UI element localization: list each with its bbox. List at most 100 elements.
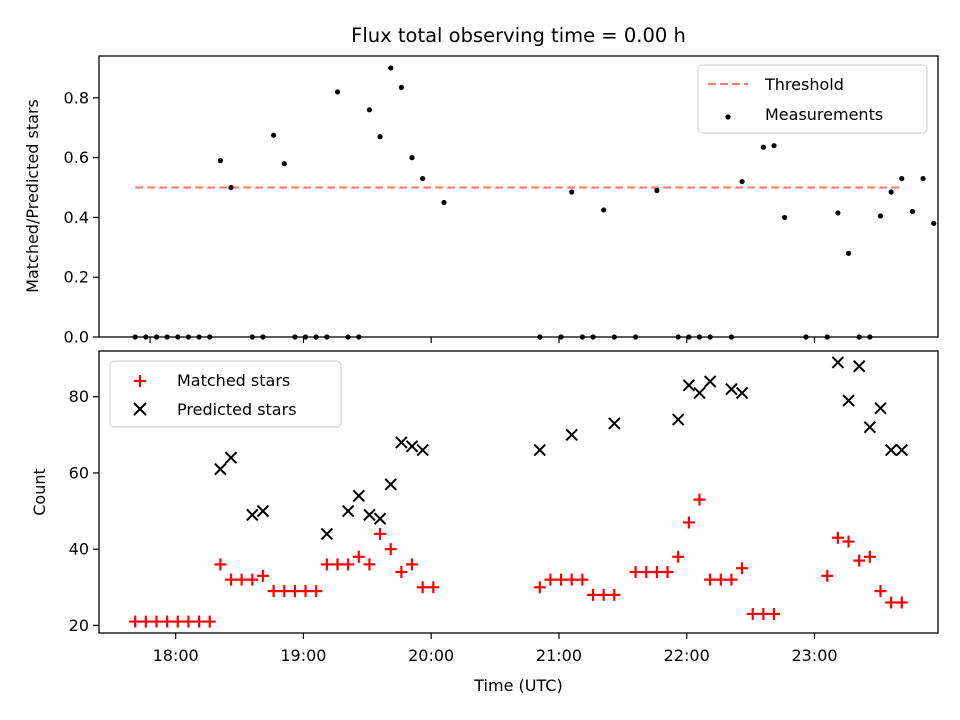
measurement-point	[920, 175, 926, 182]
bottom-x-tick-label: 19:00	[280, 646, 326, 665]
measurement-point	[185, 334, 192, 340]
bottom-plot-area: 20 40 60 80 18:00 19:00 20:00 21:00 22:00 23:00	[69, 350, 939, 665]
matched-star-point	[299, 585, 312, 598]
measurement-point	[707, 334, 713, 340]
measurement-point	[164, 334, 170, 340]
measurement-point	[537, 334, 543, 340]
bottom-y-tick-label: 40	[69, 540, 89, 559]
measurement-point	[824, 334, 830, 340]
measurement-point	[899, 175, 905, 182]
top-plot-area: 0.0 0.2 0.4 0.6 0.8	[64, 55, 939, 347]
matched-star-point	[821, 569, 834, 582]
bottom-axes-frame	[98, 350, 939, 634]
predicted-star-point	[373, 512, 387, 525]
bottom-x-tick-label: 22:00	[664, 646, 710, 665]
measurement-point	[696, 334, 703, 340]
predicted-star-point	[863, 421, 877, 434]
matched-star-point	[416, 581, 429, 594]
matched-star-point	[320, 558, 333, 571]
matched-star-point	[129, 615, 142, 628]
matched-star-point	[352, 550, 365, 563]
measurement-point	[207, 334, 213, 340]
matched-star-point	[863, 550, 876, 563]
predicted-star-point	[395, 436, 408, 449]
matched-star-point	[331, 558, 344, 571]
measurement-point	[441, 199, 447, 206]
measurements-legend-label: Measurements	[765, 105, 883, 124]
matched-star-point	[555, 573, 568, 586]
measurement-point	[771, 143, 777, 149]
top-title: Flux total observing time = 0.00 h	[351, 24, 686, 47]
predicted-star-point	[853, 360, 866, 373]
predicted-star-point	[416, 443, 429, 457]
predicted-star-point	[703, 375, 717, 388]
matched-stars-legend-label: Matched stars	[177, 371, 290, 390]
bottom-x-tick-label: 21:00	[536, 646, 582, 665]
measurement-point	[281, 161, 287, 167]
predicted-star-point	[405, 440, 419, 453]
measurement-point	[835, 210, 841, 216]
measurement-point	[217, 158, 223, 164]
matched-star-point	[139, 615, 152, 628]
predicted-star-point	[352, 489, 365, 503]
predicted-star-point	[693, 386, 706, 400]
matched-star-point	[342, 558, 355, 571]
measurement-point	[760, 144, 766, 150]
top-y-tick-label: 0.8	[64, 88, 89, 107]
matched-stars-points	[129, 493, 908, 628]
bottom-y-axis-label: Count	[30, 468, 49, 516]
measurement-points	[132, 65, 937, 340]
predicted-star-point	[874, 401, 887, 415]
predicted-star-point	[363, 508, 376, 522]
predicted-star-point	[565, 428, 578, 442]
measurement-point	[292, 334, 298, 340]
measurement-point	[196, 334, 202, 340]
matched-star-point	[267, 585, 280, 598]
predicted-star-point	[341, 504, 355, 518]
predicted-stars-legend-swatch	[133, 402, 147, 416]
matched-star-point	[682, 516, 695, 529]
bottom-x-tick-label: 18:00	[153, 646, 199, 665]
measurement-point	[909, 208, 916, 215]
predicted-stars-legend-label: Predicted stars	[177, 400, 297, 419]
matched-star-point	[597, 588, 610, 601]
predicted-star-point	[895, 443, 909, 457]
top-panel: Flux total observing time = 0.00 h Match…	[23, 24, 939, 347]
matched-star-point	[203, 615, 216, 628]
measurement-point	[398, 84, 404, 90]
measurement-point	[633, 334, 639, 340]
measurement-point	[377, 134, 383, 140]
matched-star-point	[225, 573, 238, 586]
matched-star-point	[278, 585, 291, 598]
matched-star-point	[310, 585, 323, 598]
measurement-point	[356, 334, 362, 340]
top-y-axis-label: Matched/Predicted stars	[23, 99, 42, 293]
threshold-legend-label: Threshold	[764, 75, 844, 94]
matched-star-point	[608, 588, 621, 601]
matched-star-point	[853, 554, 866, 567]
bottom-x-axis-label: Time (UTC)	[473, 676, 562, 695]
measurement-point	[675, 334, 681, 340]
bottom-y-tick-label: 60	[69, 463, 89, 482]
predicted-star-point	[682, 379, 696, 392]
matched-star-point	[629, 566, 642, 579]
bottom-y-ticks: 20 40 60 80	[69, 387, 99, 635]
measurement-point	[888, 189, 894, 195]
matched-star-point	[406, 558, 419, 571]
matched-star-point	[661, 566, 674, 579]
matched-star-point	[161, 615, 174, 628]
matched-star-point	[874, 585, 887, 598]
matched-star-point	[885, 596, 898, 609]
predicted-star-point	[246, 508, 259, 522]
top-legend: Threshold Measurements	[697, 64, 928, 134]
measurement-point	[590, 334, 596, 340]
measurement-point	[579, 334, 585, 340]
predicted-star-point	[224, 451, 238, 464]
measurement-point	[867, 334, 873, 340]
bottom-x-tick-label: 23:00	[791, 646, 837, 665]
measurement-point	[601, 207, 607, 213]
matched-star-point	[650, 566, 663, 579]
measurement-point	[324, 334, 330, 340]
matched-star-point	[182, 615, 195, 628]
matched-star-point	[576, 573, 589, 586]
